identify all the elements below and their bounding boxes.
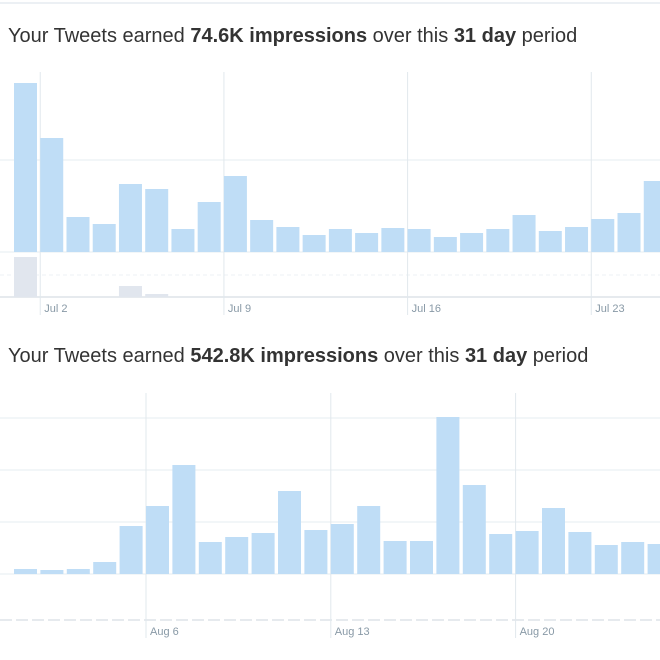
bar [14,569,37,574]
bar [591,219,615,252]
bar [145,189,169,252]
x-tick-label: Jul 9 [228,303,251,315]
x-tick-label: Jul 16 [412,303,441,315]
bar [594,545,618,574]
title-part: 74.6K impressions [190,25,367,47]
bar [647,544,660,574]
bar [66,569,90,574]
bar [460,233,484,252]
secondary-bar [145,294,169,297]
title-part: 31 day [465,345,528,367]
bar [276,227,300,252]
bar [436,417,460,574]
title-part: Your Tweets earned [8,345,190,367]
bar [302,235,326,252]
x-tick-label: Aug 6 [150,626,179,638]
bar [278,491,301,574]
bar [486,229,510,252]
bar [568,532,592,574]
bar [171,229,195,252]
bar [40,138,64,252]
bar [40,570,64,574]
bar [462,485,486,574]
bar [489,534,513,574]
title-part: over this [378,345,465,367]
bar [515,531,539,574]
bar [223,176,247,252]
bar [118,184,142,252]
bar [304,530,328,574]
bar [198,542,222,574]
bar [381,228,405,252]
bar [643,181,660,252]
bar [538,231,562,252]
x-tick-label: Jul 23 [595,303,624,315]
bar [93,562,117,574]
bar [328,229,352,252]
x-tick-label: Jul 2 [44,303,67,315]
bar [433,237,457,252]
bar [410,541,433,574]
title-part: over this [367,25,454,47]
bar [512,215,536,252]
bar [407,229,431,252]
bar [119,526,143,574]
chart-title: Your Tweets earned 542.8K impressions ov… [8,345,588,367]
title-part: period [527,345,588,367]
bar [197,202,221,252]
x-tick-label: Aug 13 [335,626,370,638]
bar [172,465,196,574]
x-tick-label: Aug 20 [520,626,555,638]
bar [14,83,37,252]
bar [250,220,274,252]
bar [383,541,407,574]
bar [617,213,641,252]
chart-title: Your Tweets earned 74.6K impressions ove… [8,25,577,47]
title-part: 31 day [454,25,517,47]
bar [357,506,381,574]
bar [565,227,589,252]
bar [92,224,116,252]
title-part: period [516,25,577,47]
secondary-bar [118,286,142,297]
title-part: Your Tweets earned [8,25,190,47]
bar [225,537,249,574]
bar [251,533,275,574]
bar [66,217,90,252]
bar [146,506,169,574]
secondary-bar [14,257,37,297]
bar [355,233,379,252]
bar [621,542,645,574]
bar [330,524,354,574]
title-part: 542.8K impressions [190,345,378,367]
bar [542,508,565,574]
